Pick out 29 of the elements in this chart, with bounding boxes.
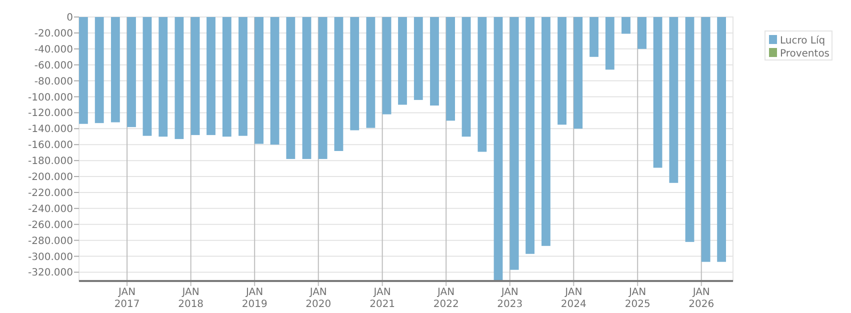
y-tick-label: -240.000 bbox=[28, 204, 73, 215]
y-tick-label: 0 bbox=[66, 12, 73, 24]
y-tick-label: -300.000 bbox=[28, 252, 73, 263]
x-tick-label: JAN 2019 bbox=[242, 287, 268, 310]
x-tick-label: JAN 2017 bbox=[114, 287, 140, 310]
y-tick-label: -260.000 bbox=[28, 220, 73, 231]
legend-label: Lucro Líq bbox=[780, 36, 826, 46]
y-tick-label: -320.000 bbox=[28, 268, 73, 279]
legend-label: Proventos bbox=[780, 48, 830, 60]
y-tick-label: -200.000 bbox=[28, 172, 73, 184]
y-tick-label: -280.000 bbox=[28, 236, 73, 247]
y-tick-label: -140.000 bbox=[28, 124, 73, 136]
x-tick-label: JAN 2024 bbox=[560, 287, 586, 310]
x-tick-label: JAN 2021 bbox=[370, 287, 396, 310]
y-tick-label: -160.000 bbox=[28, 140, 73, 152]
y-tick-label: -80.000 bbox=[34, 76, 73, 88]
y-tick-label: -20.000 bbox=[34, 28, 73, 40]
y-tick-label: -120.000 bbox=[28, 108, 73, 120]
y-tick-label: -180.000 bbox=[28, 156, 73, 168]
y-tick-label: -100.000 bbox=[28, 92, 73, 104]
y-tick-label: -220.000 bbox=[28, 188, 73, 199]
x-tick-label: JAN 2026 bbox=[688, 287, 714, 310]
x-tick-label: JAN 2022 bbox=[433, 287, 459, 310]
x-tick-label: JAN 2023 bbox=[497, 287, 523, 310]
y-tick-label: -40.000 bbox=[34, 44, 73, 56]
x-tick-label: JAN 2020 bbox=[306, 287, 332, 310]
x-tick-label: JAN 2025 bbox=[624, 287, 650, 310]
y-tick-label: -60.000 bbox=[34, 60, 73, 72]
x-tick-label: JAN 2018 bbox=[178, 287, 204, 310]
